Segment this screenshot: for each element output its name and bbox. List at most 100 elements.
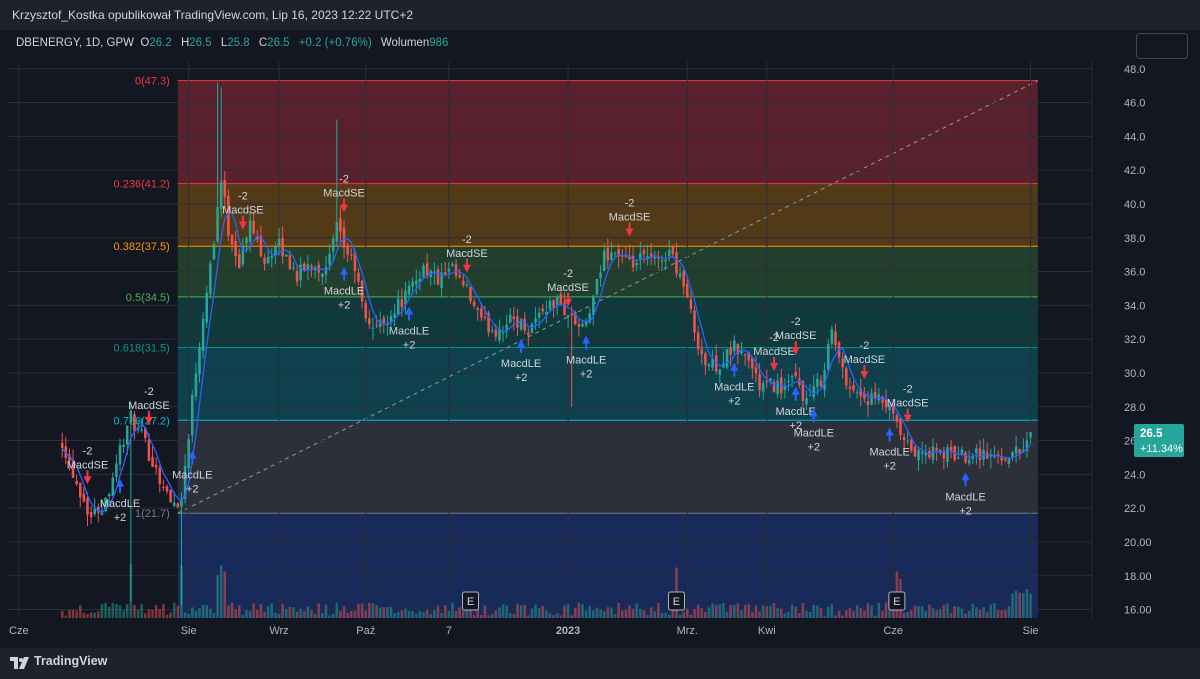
earnings-marker[interactable]: E	[667, 591, 685, 611]
volume-bar	[519, 605, 523, 618]
price-axis[interactable]: 48.0 46.0 44.0 42.0 40.0 38.0 36.0 34.0 32.0 30.0…	[1091, 62, 1152, 618]
candle-body	[339, 218, 342, 232]
volume-bar	[548, 613, 552, 618]
volume-bar	[256, 609, 259, 618]
volume-bar	[411, 611, 414, 618]
symbol-legend[interactable]: DBENERGY, 1D, GPW O26.2 H26.5 L25.8 C26.…	[16, 37, 454, 49]
volume-bar	[158, 609, 162, 618]
volume-bar	[628, 605, 631, 618]
candle-body	[1007, 458, 1011, 464]
price-axis-label: 46.0	[1124, 98, 1145, 110]
candle-body	[324, 267, 328, 275]
volume-bar	[209, 608, 212, 618]
open-value: 26.2	[149, 37, 172, 49]
candle-body	[454, 264, 458, 276]
candle-body	[183, 465, 187, 499]
volume-bar	[718, 604, 722, 618]
candle-body	[93, 508, 96, 515]
candle-body	[436, 269, 440, 285]
candle-body	[505, 324, 508, 332]
candle-body	[498, 329, 501, 341]
candle-body	[823, 370, 826, 391]
sell-signal-qty: -2	[462, 234, 472, 246]
candle-body	[866, 401, 870, 406]
candle-body	[483, 316, 487, 318]
earnings-marker[interactable]: E	[888, 591, 906, 611]
candle-body	[816, 378, 819, 387]
chart-toggle-button[interactable]	[1136, 33, 1188, 59]
time-axis[interactable]: Cze Sie Wrz Paź 7 2023 Mrz. Kwi Cze Sie	[9, 625, 1038, 637]
candle-body	[508, 314, 512, 323]
candle-body	[86, 497, 89, 515]
volume-bar	[646, 615, 649, 618]
volume-bar	[631, 608, 635, 618]
volume-bar	[613, 614, 617, 618]
candle-body	[169, 489, 172, 503]
volume-bar	[288, 606, 292, 618]
fib-trend-line	[177, 80, 1039, 514]
price-axis-label: 36.0	[1124, 267, 1145, 279]
volume-bar	[805, 611, 808, 618]
volume-bar	[440, 612, 443, 618]
volume-bar	[841, 615, 844, 618]
volume-bar	[888, 602, 891, 618]
volume-bar	[480, 615, 483, 618]
volume-bar	[1004, 609, 1007, 618]
buy-arrow-icon	[116, 478, 125, 493]
sell-signal-qty: -2	[903, 384, 913, 396]
fib-level-label: 0.236(41.2)	[114, 179, 170, 191]
candle-body	[751, 357, 754, 369]
volume-bar	[191, 607, 194, 618]
candle-body	[82, 493, 86, 502]
volume-bar	[714, 605, 718, 618]
fib-zone	[177, 296, 1038, 348]
buy-signal-label: MacdLE	[794, 428, 834, 440]
fib-zone	[177, 420, 1038, 514]
volume-bar	[508, 613, 512, 618]
volume-bar	[523, 604, 526, 618]
price-axis-label: 44.0	[1124, 131, 1145, 143]
candle-body	[462, 280, 465, 286]
volume-bar	[151, 609, 154, 618]
volume-bar	[588, 606, 592, 618]
volume-bar	[577, 602, 581, 618]
fibonacci-retracement[interactable]: 0(47.3) 0.236(41.2) 0.382(37.5) 0.5(34.5) 0.…	[114, 76, 1039, 618]
fib-zone-extension	[177, 513, 1038, 618]
volume-bar	[599, 609, 602, 618]
candle-body	[223, 180, 227, 198]
volume-bar	[873, 615, 877, 618]
candle-body	[104, 497, 107, 512]
volume-bar	[584, 610, 588, 618]
volume-bar	[331, 613, 335, 618]
volume-bar	[729, 604, 732, 618]
buy-arrow-icon	[517, 339, 526, 354]
buy-signal-qty: +2	[186, 484, 199, 496]
earnings-marker-label: E	[673, 596, 680, 608]
earnings-marker-box	[667, 591, 685, 611]
buy-signal-qty: +2	[807, 442, 820, 454]
buy-arrow-icon	[791, 386, 800, 401]
candle-body	[115, 463, 118, 478]
volume-bar	[274, 612, 277, 618]
volume-bar	[245, 609, 248, 618]
volume-bar	[433, 609, 436, 618]
volume-bar	[505, 605, 508, 618]
volume-bar	[107, 606, 111, 618]
volume-bar	[382, 607, 386, 618]
volume-bar	[187, 613, 190, 618]
volume-bar	[884, 602, 888, 618]
sell-arrow-icon	[791, 341, 800, 356]
candle-body	[227, 195, 230, 236]
candle-body	[234, 240, 237, 257]
volume-bar	[422, 612, 425, 618]
candle-body	[60, 442, 64, 449]
volume-bar	[79, 605, 82, 618]
earnings-marker[interactable]: E	[462, 591, 480, 611]
candle-body	[859, 388, 863, 397]
candle-body	[198, 347, 201, 375]
sell-arrow-icon	[83, 470, 92, 485]
volume-bar	[97, 611, 100, 618]
candle-body	[942, 451, 946, 459]
